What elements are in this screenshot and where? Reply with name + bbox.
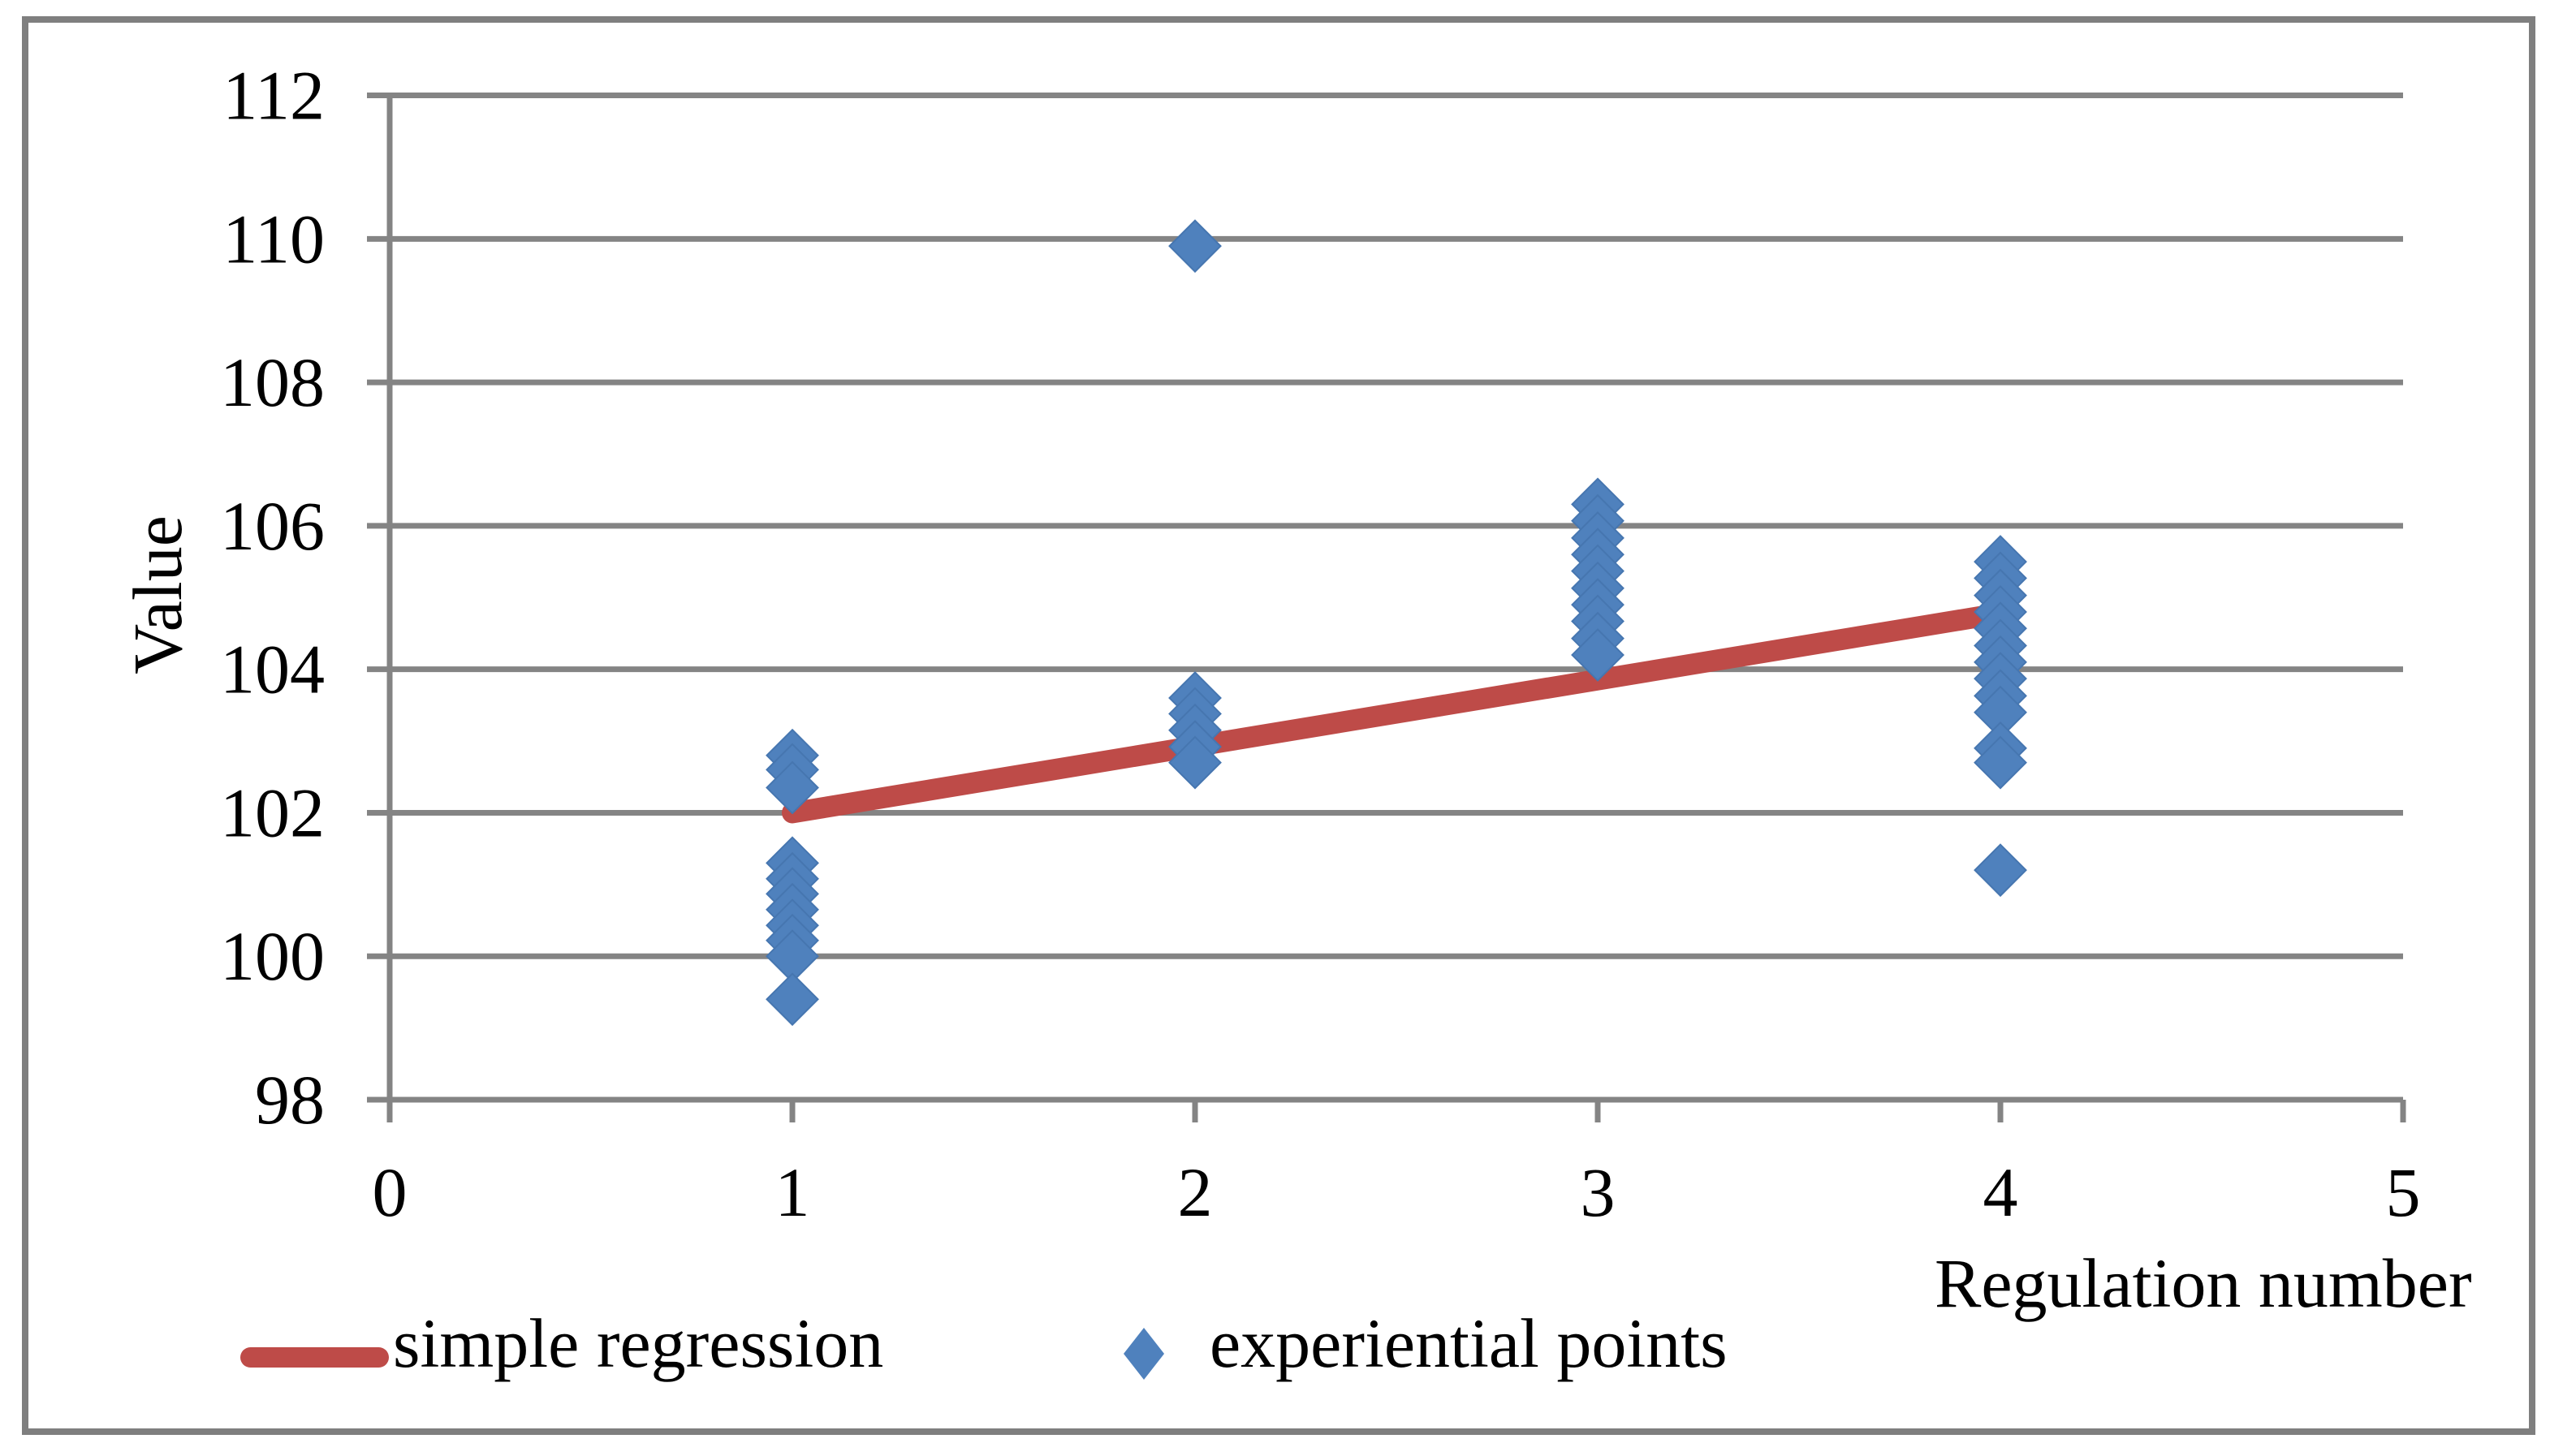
data-point-diamond-2 — [766, 760, 819, 815]
legend-label-simple-regression: simple regression — [393, 1304, 884, 1382]
y-tick-label-106: 106 — [220, 487, 325, 565]
y-tick-label-100: 100 — [220, 917, 325, 995]
x-tick-label-4: 4 — [1983, 1153, 2018, 1231]
data-point-diamond-38 — [1974, 735, 2027, 790]
y-tick-label-112: 112 — [222, 57, 325, 135]
x-tick-label-2: 2 — [1178, 1153, 1213, 1231]
y-tick-label-98: 98 — [255, 1061, 325, 1139]
x-tick-label-1: 1 — [775, 1153, 810, 1231]
x-tick-label-3: 3 — [1581, 1153, 1616, 1231]
regression-line — [782, 602, 2011, 824]
data-point-diamond-16 — [1168, 735, 1222, 790]
y-tick-label-110: 110 — [222, 200, 325, 278]
y-axis-title: Value — [119, 515, 196, 674]
legend-line-marker — [240, 1347, 389, 1368]
y-tick-label-102: 102 — [220, 773, 325, 851]
x-tick-label-0: 0 — [373, 1153, 408, 1231]
data-point-diamond-10 — [766, 972, 819, 1027]
x-tick-label-5: 5 — [2386, 1153, 2421, 1231]
y-tick-label-104: 104 — [220, 631, 325, 709]
data-point-diamond-39 — [1974, 843, 2027, 898]
legend-label-experiential-points: experiential points — [1210, 1304, 1728, 1382]
x-axis-title: Regulation number — [1935, 1244, 2472, 1322]
data-point-diamond-26 — [1571, 628, 1625, 682]
data-point-diamond-11 — [1168, 219, 1222, 274]
y-tick-label-108: 108 — [220, 343, 325, 421]
